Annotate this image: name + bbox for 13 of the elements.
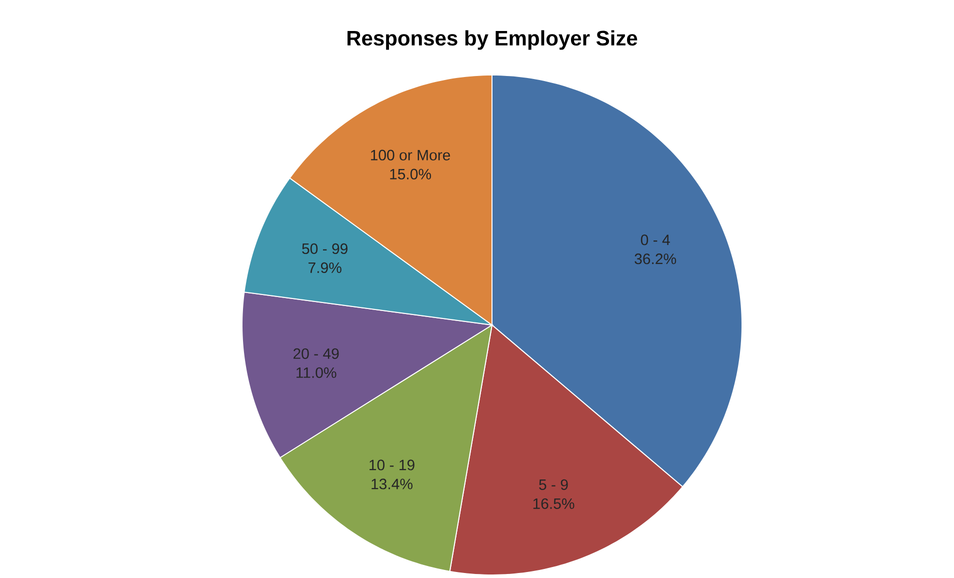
data-label: 16.5% (533, 498, 574, 509)
slice-label: 5 - 9 (539, 479, 568, 490)
slice-label: 100 or More (371, 150, 450, 160)
slice-label: 0 - 4 (640, 234, 670, 246)
data-label: 36.2% (634, 254, 676, 264)
slice-label: 20 - 49 (294, 348, 339, 359)
data-label: 7.9% (308, 262, 342, 274)
slice-label: 50 - 99 (302, 243, 348, 254)
data-label: 15.0% (390, 168, 432, 180)
slice-label: 10 - 19 (370, 460, 414, 470)
chart-title: Responses by Employer Size (348, 30, 638, 50)
data-label: 11.0% (296, 367, 336, 378)
data-label: 13.4% (372, 478, 412, 490)
